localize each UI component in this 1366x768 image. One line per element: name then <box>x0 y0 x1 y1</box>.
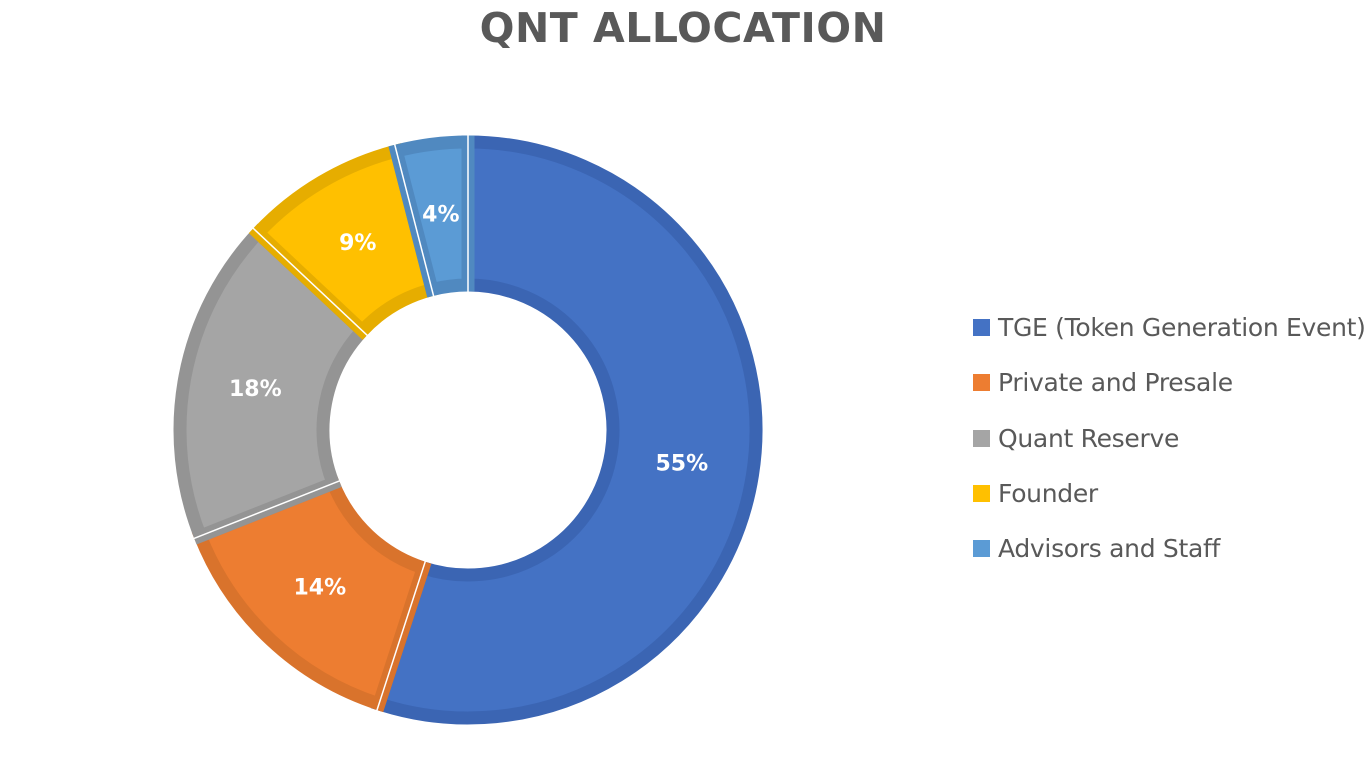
slice-percent-label: 9% <box>339 231 376 256</box>
legend-label: Private and Presale <box>998 368 1233 398</box>
slice-percent-label: 4% <box>422 203 459 228</box>
slice-percent-label: 18% <box>229 377 282 402</box>
legend-item-private-presale: Private and Presale <box>973 355 1366 410</box>
slice-percent-label: 55% <box>655 451 708 476</box>
donut-slice <box>191 474 432 713</box>
legend-swatch <box>973 540 990 558</box>
slice-separator <box>251 226 369 337</box>
legend-item-quant-reserve: Quant Reserve <box>973 411 1366 466</box>
legend-swatch <box>973 429 990 447</box>
legend-label: Founder <box>998 479 1098 509</box>
legend-swatch <box>973 485 990 503</box>
legend-item-founder: Founder <box>973 466 1366 521</box>
slice-separator <box>375 560 427 712</box>
slice-labels: 55% 14% 18% 9% 4% <box>229 203 708 601</box>
legend-swatch <box>973 319 990 337</box>
chart-title: QNT ALLOCATION <box>479 4 887 52</box>
slice-separator <box>393 143 435 298</box>
donut-slice <box>173 223 372 545</box>
legend-swatch <box>973 374 990 392</box>
slice-percent-label: 14% <box>293 575 346 600</box>
legend-item-tge: TGE (Token Generation Event) <box>973 300 1366 355</box>
legend-label: TGE (Token Generation Event) <box>998 313 1366 343</box>
legend-item-advisors-staff: Advisors and Staff <box>973 521 1366 576</box>
donut-slices <box>173 134 763 725</box>
legend-label: Advisors and Staff <box>998 534 1221 564</box>
legend-label: Quant Reserve <box>998 423 1180 453</box>
donut-slice <box>370 135 763 725</box>
slice-separator <box>192 479 341 540</box>
chart-legend: TGE (Token Generation Event) Private and… <box>973 300 1366 576</box>
